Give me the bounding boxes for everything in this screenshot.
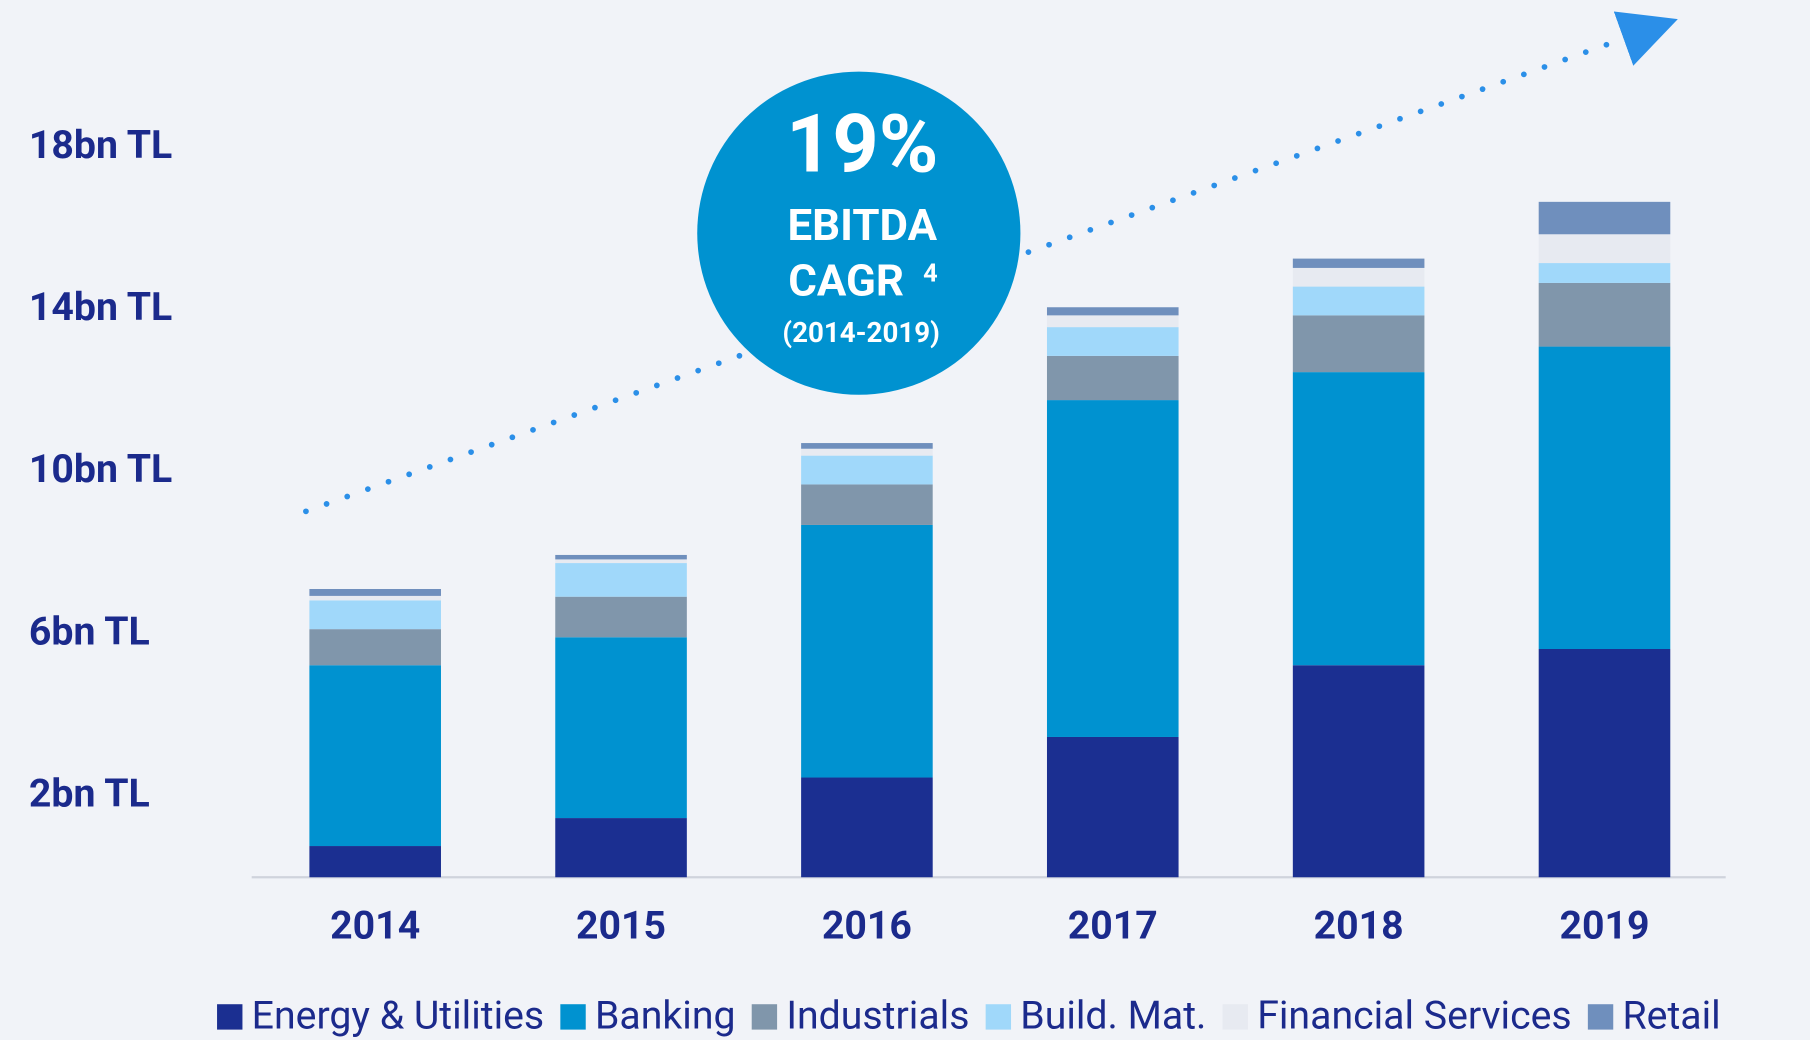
legend-label: Build. Mat.	[1020, 992, 1206, 1038]
bar-segment	[1538, 346, 1671, 650]
bar-segment	[309, 629, 441, 666]
x-tick-label: 2017	[1068, 902, 1158, 948]
y-tick-label: 10bn TL	[29, 446, 172, 492]
bar-segment	[309, 595, 441, 601]
x-tick-label: 2019	[1559, 902, 1649, 948]
bar-segment	[555, 554, 687, 560]
cagr-badge	[697, 71, 1021, 395]
legend-swatch	[1222, 1004, 1248, 1030]
bar-segment	[555, 563, 687, 597]
legend-label: Retail	[1622, 992, 1720, 1038]
y-tick-label: 18bn TL	[29, 122, 172, 168]
bar-segment	[801, 484, 933, 525]
legend-swatch	[560, 1004, 586, 1030]
legend-swatch	[985, 1004, 1012, 1030]
bar-segment	[1292, 372, 1425, 666]
bar-segment	[555, 818, 687, 878]
cagr-label: CAGR	[788, 255, 904, 307]
bar-segment	[801, 443, 933, 449]
legend-swatch	[751, 1004, 778, 1030]
bar-segment	[1538, 282, 1671, 347]
bar-segment	[309, 589, 441, 596]
bar-segment	[309, 665, 441, 847]
bar-segment	[801, 777, 933, 878]
bar-segment	[1292, 267, 1425, 287]
bar-segment	[801, 448, 933, 456]
bar-segment	[1046, 327, 1179, 356]
x-tick-label: 2014	[330, 902, 420, 948]
bar-segment	[1046, 307, 1179, 316]
bar-segment	[801, 455, 933, 485]
bar-segment	[555, 637, 687, 819]
bar-segment	[1538, 649, 1671, 878]
bar-segment	[1292, 258, 1425, 268]
bar-segment	[1538, 263, 1671, 283]
bar-segment	[1538, 234, 1671, 264]
cagr-period: (2014-2019)	[782, 316, 939, 349]
legend-label: Financial Services	[1257, 992, 1571, 1038]
bar-segment	[1292, 286, 1425, 316]
bar-segment	[1292, 665, 1425, 878]
bar-segment	[555, 596, 687, 638]
cagr-label: EBITDA	[788, 199, 938, 251]
bar-segment	[1046, 355, 1179, 401]
legend-swatch	[217, 1004, 243, 1030]
y-tick-label: 14bn TL	[29, 284, 172, 330]
legend-label: Banking	[595, 992, 736, 1038]
legend-label: Industrials	[786, 992, 969, 1038]
legend-label: Energy & Utilities	[252, 992, 545, 1038]
bar-segment	[555, 559, 687, 564]
bar-segment	[801, 524, 933, 778]
legend-swatch	[1587, 1004, 1614, 1030]
x-tick-label: 2018	[1314, 902, 1404, 948]
x-tick-label: 2016	[822, 902, 912, 948]
cagr-value: 19%	[786, 96, 938, 191]
bar-segment	[309, 600, 441, 630]
y-tick-label: 2bn TL	[29, 771, 150, 817]
bar-segment	[309, 846, 441, 878]
cagr-footnote: 4	[923, 258, 938, 288]
bar-segment	[1292, 315, 1425, 373]
y-tick-label: 6bn TL	[29, 608, 150, 654]
x-tick-label: 2015	[576, 902, 666, 948]
bar-segment	[1046, 736, 1179, 878]
bar-segment	[1046, 400, 1179, 737]
bar-segment	[1538, 201, 1671, 235]
bar-segment	[1046, 315, 1179, 328]
